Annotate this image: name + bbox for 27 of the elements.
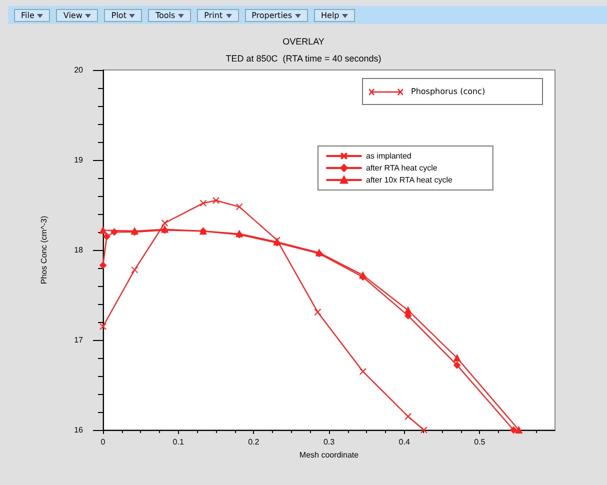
text: View [56,8,98,22]
y-tick-label: 17 [74,336,84,344]
chart-title: OVERLAY [282,36,324,46]
legend-label: as implanted [366,152,412,160]
legend-key-box: Phosphorus (conc) [362,78,543,105]
x-axis-title: Mesh coordinate [299,450,360,460]
text: Print [197,8,239,22]
x-tick-label: 0 [100,438,106,446]
legend-label: after 10x RTA heat cycle [366,176,453,184]
text: Tools [148,8,192,22]
x-tick-label: 0.3 [323,438,336,446]
text: Properties [244,8,308,22]
y-tick-label: 16 [74,426,84,434]
y-tick-label: 18 [74,246,84,254]
text: Help [314,8,356,22]
text: Plot [104,8,142,22]
x-tick-label: 0.4 [398,438,410,446]
x-tick-label: 0.2 [248,438,260,446]
y-tick-label: 20 [74,66,84,74]
x-tick-label: 0.5 [474,438,486,446]
legend-title: Phosphorus (conc) [411,87,486,96]
y-axis-title: Phos Conc (cm^-3) [40,216,48,284]
x-tick-label: 0.1 [172,438,184,446]
legend-label: after RTA heat cycle [366,164,438,172]
text: File [14,8,50,22]
chart-subtitle: TED at 850C (RTA time = 40 seconds) [226,54,382,64]
y-tick-label: 19 [74,156,84,164]
